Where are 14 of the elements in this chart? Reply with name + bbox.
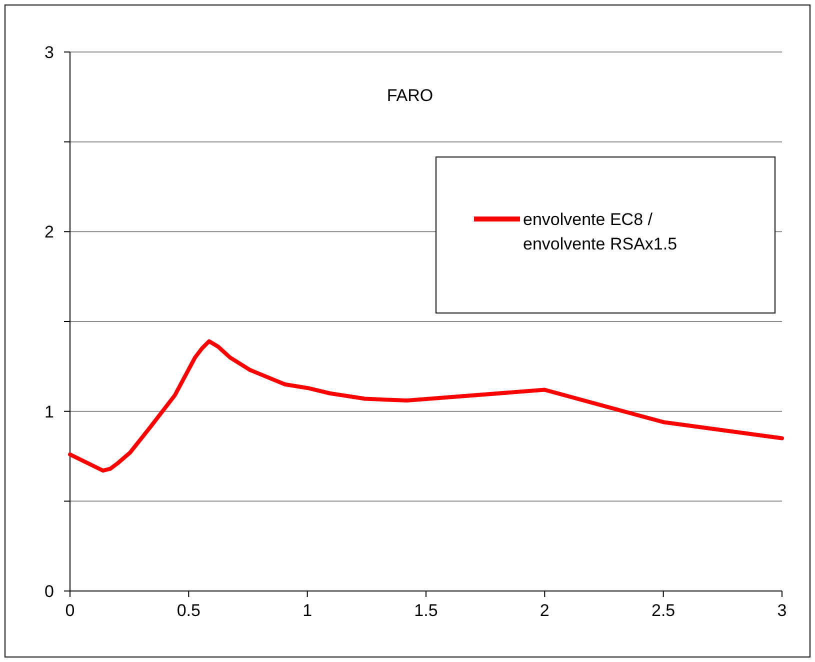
x-tick-label: 0 <box>65 601 75 620</box>
x-tick-label: 3 <box>777 601 787 620</box>
legend-label: envolvente EC8 / envolvente RSAx1.5 <box>523 210 678 254</box>
line-series <box>68 339 784 473</box>
y-tick-label: 2 <box>44 222 54 242</box>
x-tick-label: 1.5 <box>414 601 438 620</box>
y-tick-label: 0 <box>44 582 54 601</box>
y-tick-label: 1 <box>44 402 54 422</box>
x-tick-label: 2 <box>540 601 550 620</box>
text: FARO <box>386 86 434 105</box>
y-tick-label: 3 <box>44 42 54 62</box>
x-tick-label: 0.5 <box>176 601 200 620</box>
x-tick-label: 2.5 <box>652 601 676 620</box>
x-tick-label: 1 <box>302 601 312 620</box>
